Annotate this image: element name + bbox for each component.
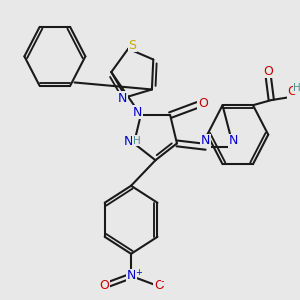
Text: +: + [135, 268, 142, 277]
Text: O: O [99, 279, 109, 292]
Text: O: O [198, 97, 208, 110]
Text: H: H [133, 136, 141, 146]
Text: N: N [118, 92, 127, 105]
Text: H: H [293, 83, 300, 93]
Text: O: O [263, 64, 273, 77]
Text: O: O [288, 85, 298, 98]
Text: N: N [124, 136, 134, 148]
Text: -: - [161, 276, 164, 286]
Text: S: S [129, 39, 136, 52]
Text: O: O [154, 279, 164, 292]
Text: N: N [126, 269, 136, 283]
Text: N: N [201, 134, 211, 148]
Text: N: N [229, 134, 238, 148]
Text: N: N [133, 106, 142, 119]
